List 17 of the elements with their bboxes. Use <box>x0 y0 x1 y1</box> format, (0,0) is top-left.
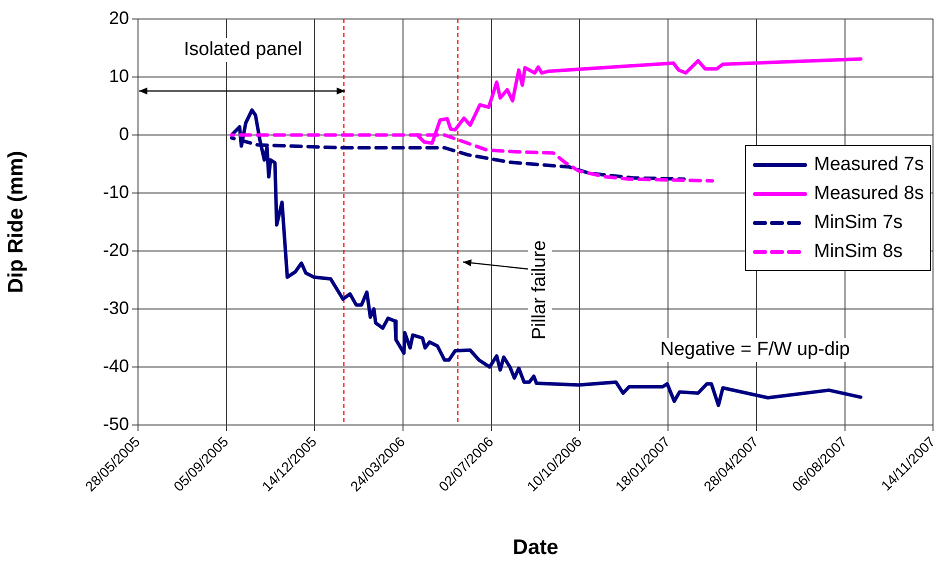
y-tick-label: -30 <box>102 298 129 318</box>
annotation: Negative = F/W up-dip <box>660 339 850 360</box>
legend-label: Measured 8s <box>814 182 924 204</box>
y-axis-title: Dip Ride (mm) <box>4 150 28 294</box>
y-tick-label: -20 <box>102 240 129 260</box>
y-tick-label: 20 <box>108 8 129 28</box>
y-tick-label: 0 <box>118 124 129 144</box>
y-tick-label: -40 <box>102 356 129 376</box>
legend-label: MinSim 7s <box>814 212 903 234</box>
y-tick-label: -50 <box>102 414 129 434</box>
x-axis-title: Date <box>512 536 558 560</box>
y-tick-label: 10 <box>108 66 129 86</box>
annotation: Isolated panel <box>184 39 302 60</box>
y-tick-label: -10 <box>102 182 129 202</box>
legend-label: MinSim 8s <box>814 240 903 262</box>
legend-label: Measured 7s <box>814 154 924 176</box>
annotation: Pillar failure <box>529 240 550 340</box>
